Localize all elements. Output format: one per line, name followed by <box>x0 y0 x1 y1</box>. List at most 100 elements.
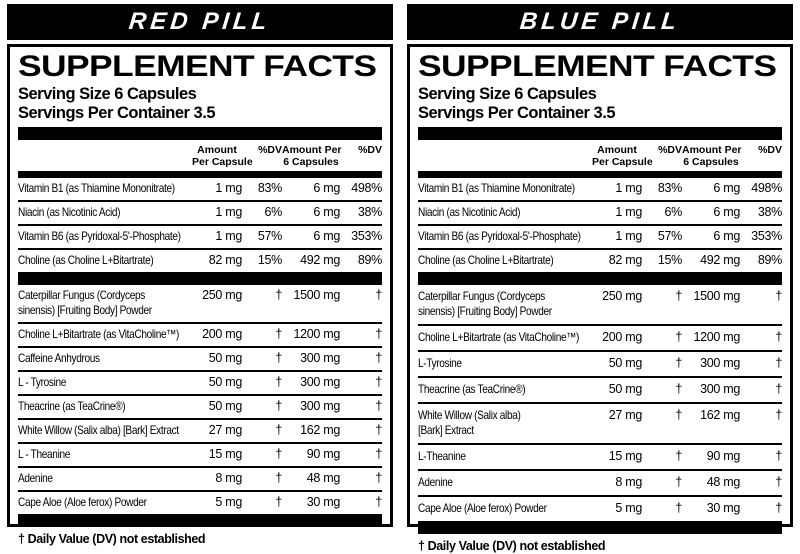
amount-per-6-capsules: 6 mg <box>313 181 340 195</box>
divider-bar <box>418 521 782 534</box>
dv-per-6-capsules: † <box>375 288 382 302</box>
dv-per-6-capsules: † <box>375 471 382 485</box>
column-header-dv-per-capsule: %DV <box>658 144 682 156</box>
amount-per-6-capsules: 90 mg <box>706 449 741 463</box>
dv-per-6-capsules: † <box>375 399 382 413</box>
amount-per-capsule: 1 mg <box>215 229 242 243</box>
serving-size: Serving Size 6 Capsules <box>418 85 597 103</box>
dv-per-6-capsules: † <box>375 375 382 389</box>
ingredient-row: White Willow (Salix alba) [Bark] Extract… <box>418 404 782 445</box>
dv-per-capsule: 83% <box>257 181 282 195</box>
ingredient-name: Cape Aloe (Aloe ferox) Powder <box>418 501 547 515</box>
vitamin-rows: Vitamin B1 (as Thiamine Mononitrate) 1 mg… <box>18 178 382 272</box>
ingredient-row: Vitamin B1 (as Thiamine Mononitrate) 1 mg… <box>418 178 782 202</box>
dv-per-capsule: 6% <box>664 205 683 219</box>
amount-per-capsule: 1 mg <box>615 205 642 219</box>
ingredient-row: Vitamin B6 (as Pyridoxal-5'-Phosphate) 1 … <box>18 226 382 250</box>
servings-per-container: Servings Per Container 3.5 <box>418 104 616 122</box>
ingredient-rows: Caterpillar Fungus (Cordyceps sinensis) … <box>18 285 382 514</box>
ingredient-row: Choline (as Choline L+Bitartrate) 82 mg 15… <box>418 250 782 272</box>
ingredient-row: L-Tyrosine 50 mg † 300 mg † <box>418 352 782 378</box>
ingredient-name: White Willow (Salix alba) [Bark] Extract <box>418 408 521 437</box>
column-header-amount-per-6-capsules: Amount Per 6 Capsules <box>282 144 342 168</box>
ingredient-row: Theacrine (as TeaCrine®) 50 mg † 300 mg † <box>418 378 782 404</box>
amount-per-6-capsules: 1500 mg <box>293 288 340 302</box>
amount-per-capsule: 8 mg <box>615 475 642 489</box>
ingredient-row: Theacrine (as TeaCrine®) 50 mg † 300 mg † <box>18 396 382 420</box>
ingredient-row: Cape Aloe (Aloe ferox) Powder 5 mg † 30 mg † <box>18 492 382 514</box>
ingredient-name: Vitamin B6 (as Pyridoxal-5'-Phosphate) <box>418 229 581 243</box>
divider-bar <box>418 171 782 178</box>
dv-per-6-capsules: † <box>775 408 782 422</box>
amount-per-6-capsules: 300 mg <box>300 399 340 413</box>
ingredient-name: Adenine <box>18 471 53 485</box>
dv-per-capsule: 57% <box>257 229 282 243</box>
ingredient-name: Niacin (as Nicotinic Acid) <box>418 205 521 219</box>
panel-title: RED PILL <box>127 8 273 35</box>
ingredient-name: White Willow (Salix alba) [Bark] Extract <box>18 423 179 437</box>
ingredient-row: Caterpillar Fungus (Cordyceps sinensis) … <box>418 285 782 326</box>
dv-per-6-capsules: 89% <box>357 253 382 267</box>
amount-per-capsule: 250 mg <box>602 289 642 303</box>
amount-per-6-capsules: 1500 mg <box>693 289 740 303</box>
amount-per-capsule: 50 mg <box>208 399 243 413</box>
vitamin-rows: Vitamin B1 (as Thiamine Mononitrate) 1 mg… <box>418 178 782 272</box>
ingredient-name: Niacin (as Nicotinic Acid) <box>18 205 121 219</box>
ingredient-name: Caffeine Anhydrous <box>18 351 100 365</box>
ingredient-row: L-Theanine 15 mg † 90 mg † <box>418 445 782 471</box>
panel-title-bar: BLUE PILL <box>407 4 793 40</box>
amount-per-6-capsules: 6 mg <box>713 181 740 195</box>
column-header-amount-per-6-capsules: Amount Per 6 Capsules <box>682 144 742 168</box>
amount-per-6-capsules: 300 mg <box>300 351 340 365</box>
ingredient-row: Vitamin B6 (as Pyridoxal-5'-Phosphate) 1 … <box>418 226 782 250</box>
amount-per-6-capsules: 300 mg <box>700 356 740 370</box>
dv-per-6-capsules: 353% <box>751 229 782 243</box>
dv-per-capsule: † <box>275 351 282 365</box>
dv-per-6-capsules: 89% <box>757 253 782 267</box>
ingredient-row: L - Tyrosine 50 mg † 300 mg † <box>18 372 382 396</box>
ingredient-row: Niacin (as Nicotinic Acid) 1 mg 6% 6 mg 38% <box>418 202 782 226</box>
dv-per-6-capsules: 38% <box>357 205 382 219</box>
divider-bar <box>18 272 382 285</box>
ingredient-row: Caffeine Anhydrous 50 mg † 300 mg † <box>18 348 382 372</box>
ingredient-row: Adenine 8 mg † 48 mg † <box>418 471 782 497</box>
dv-per-6-capsules: † <box>775 382 782 396</box>
dv-per-capsule: 15% <box>657 253 682 267</box>
amount-per-6-capsules: 1200 mg <box>293 327 340 341</box>
amount-per-capsule: 1 mg <box>215 205 242 219</box>
dv-per-capsule: † <box>675 501 682 515</box>
ingredient-name: Vitamin B6 (as Pyridoxal-5'-Phosphate) <box>18 229 181 243</box>
dv-footnote: † Daily Value (DV) not established <box>18 532 206 546</box>
ingredient-name: Choline (as Choline L+Bitartrate) <box>18 253 154 267</box>
ingredient-row: Adenine 8 mg † 48 mg † <box>18 468 382 492</box>
red-pill-panel: RED PILL SUPPLEMENT FACTS Serving Size 6… <box>7 4 393 546</box>
ingredient-row: Cape Aloe (Aloe ferox) Powder 5 mg † 30 mg † <box>418 497 782 521</box>
ingredient-name: Cape Aloe (Aloe ferox) Powder <box>18 495 147 509</box>
supplement-facts-heading: SUPPLEMENT FACTS <box>18 50 377 83</box>
amount-per-capsule: 200 mg <box>202 327 242 341</box>
dv-per-6-capsules: 353% <box>351 229 382 243</box>
amount-per-6-capsules: 30 mg <box>706 501 741 515</box>
amount-per-6-capsules: 6 mg <box>313 229 340 243</box>
amount-per-6-capsules: 6 mg <box>713 229 740 243</box>
dv-per-6-capsules: † <box>775 289 782 303</box>
ingredient-rows: Caterpillar Fungus (Cordyceps sinensis) … <box>418 285 782 521</box>
ingredient-row: Choline (as Choline L+Bitartrate) 82 mg 15… <box>18 250 382 272</box>
dv-per-capsule: † <box>275 447 282 461</box>
amount-per-capsule: 50 mg <box>208 375 243 389</box>
dv-per-6-capsules: † <box>375 327 382 341</box>
dv-per-6-capsules: † <box>375 351 382 365</box>
amount-per-capsule: 5 mg <box>615 501 642 515</box>
amount-per-capsule: 82 mg <box>208 253 243 267</box>
dv-per-6-capsules: † <box>775 356 782 370</box>
amount-per-capsule: 27 mg <box>608 408 643 422</box>
ingredient-row: Choline L+Bitartrate (as VitaCholine™) 20… <box>18 324 382 348</box>
column-header-dv-per-6-capsules: %DV <box>758 144 782 156</box>
amount-per-6-capsules: 48 mg <box>306 471 341 485</box>
supplement-facts-box: SUPPLEMENT FACTS Serving Size 6 Capsules… <box>7 44 393 546</box>
amount-per-6-capsules: 6 mg <box>713 205 740 219</box>
divider-bar <box>18 127 382 140</box>
amount-per-6-capsules: 162 mg <box>300 423 340 437</box>
serving-size: Serving Size 6 Capsules <box>18 85 197 103</box>
dv-per-6-capsules: † <box>775 501 782 515</box>
